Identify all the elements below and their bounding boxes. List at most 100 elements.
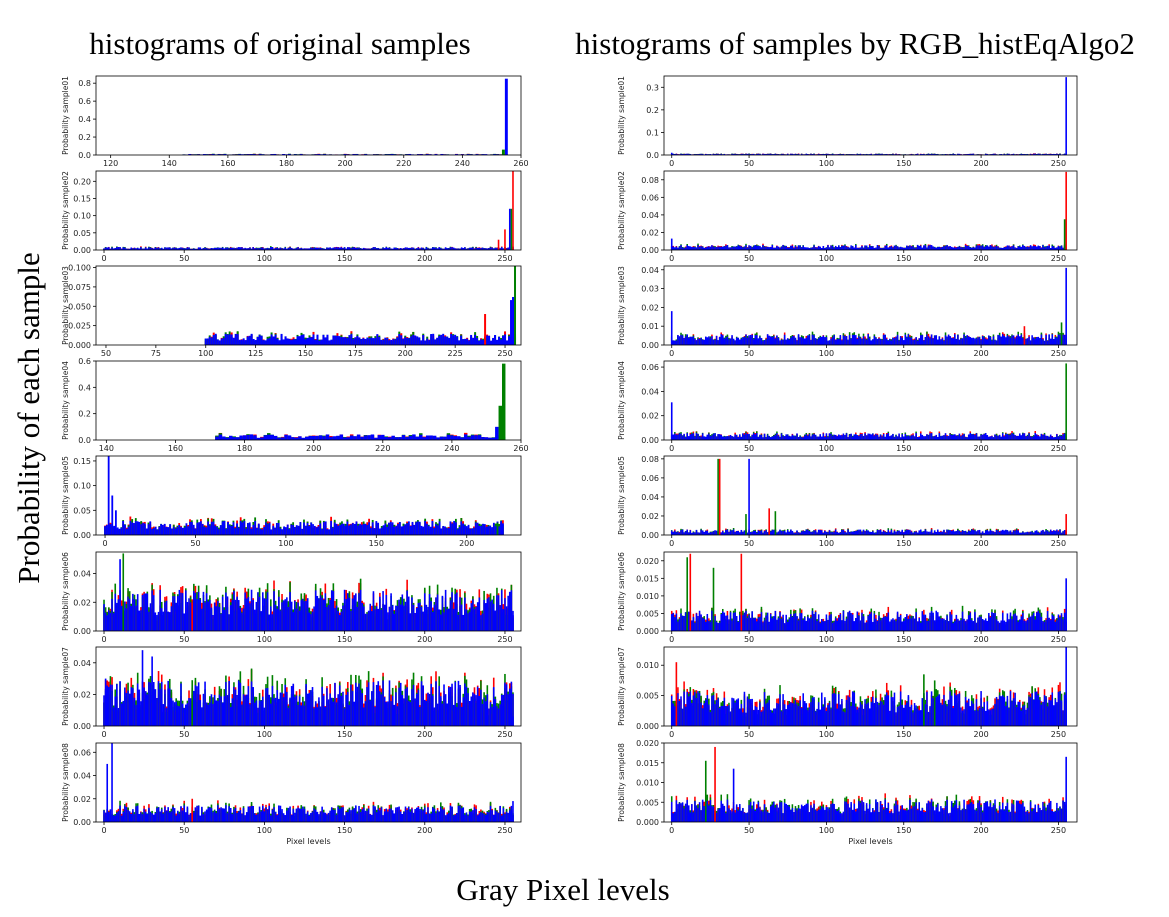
bar [104,612,107,631]
bar [229,605,232,631]
bar [270,434,274,440]
bar [233,809,235,822]
bar [335,702,338,726]
bar [185,704,187,726]
bar [338,809,341,822]
bar [294,339,297,345]
bar [475,247,477,250]
bar [372,247,375,250]
bar [346,593,349,631]
bar [496,706,498,726]
bar [489,247,492,250]
bar [255,814,258,822]
bar [394,339,397,345]
bar [356,434,361,440]
bar [164,247,166,250]
bar [207,807,210,822]
bar [469,528,472,535]
bar [504,682,506,726]
x-tick-label: 0 [101,730,106,739]
bar-peak [497,239,500,250]
bar [444,247,447,250]
bar [328,529,331,535]
bar [407,700,410,726]
bar [448,248,450,250]
bar [409,702,412,726]
x-tick-label: 150 [298,349,313,358]
bar [377,608,380,631]
bar [170,811,173,822]
bar [140,247,142,250]
bar [185,523,188,535]
bar [330,339,333,345]
bar [310,690,312,726]
bar [439,436,444,440]
bar [440,696,442,726]
bar [467,524,470,535]
bar [313,525,316,535]
bar [346,437,350,440]
bar [122,700,125,726]
bar [451,683,453,726]
bar [470,334,473,345]
bar [483,248,485,250]
bar [332,527,334,535]
bar [194,248,197,250]
bar [221,702,224,726]
bar [422,526,425,535]
bar [247,686,250,726]
bar [460,154,464,155]
bar [298,436,302,440]
bar [449,600,452,631]
bar [490,340,493,345]
bar [183,248,186,250]
bar [436,525,439,535]
bar [159,248,161,250]
bar [372,338,375,345]
bar [154,689,157,726]
bar [440,614,442,631]
bar [335,814,338,822]
bar [438,247,441,250]
bar [223,154,227,155]
bar [507,812,509,822]
y-tick-label: 0.15 [73,457,91,466]
bar [364,810,367,822]
bar [298,808,301,822]
bar [129,520,132,535]
bar [484,154,488,155]
y-axis-label: Probability sample02 [61,171,70,250]
bar [273,435,278,440]
bar [420,340,423,345]
bar [260,247,262,250]
bars-left-2 [103,171,514,250]
bar [406,590,408,631]
bar [165,247,168,250]
bar [124,805,126,822]
bar [355,682,357,726]
bar [160,608,163,631]
x-tick-label: 200 [306,444,321,453]
bar [462,697,465,726]
bar [445,528,448,535]
bar [252,687,254,726]
bar [380,248,383,250]
bar [297,602,299,631]
bar [168,812,171,822]
bar [404,601,407,631]
bar [164,689,166,726]
bar [215,606,218,631]
bar [399,248,402,250]
bar [204,681,206,726]
bar [146,248,149,250]
bar [426,338,429,345]
bar [228,525,231,535]
bar [321,597,323,631]
bar [178,706,181,726]
bar [443,436,447,440]
bar-peak [141,650,144,726]
bar [343,154,347,155]
bars-left-8 [103,743,514,822]
bar [450,435,454,440]
bar [189,248,192,250]
